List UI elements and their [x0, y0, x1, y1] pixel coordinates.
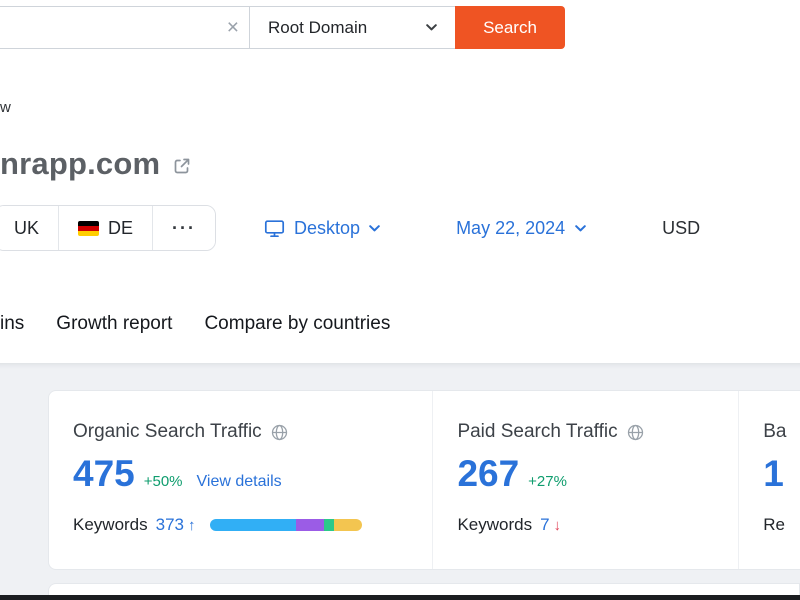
- region-tab-uk-label: UK: [14, 217, 40, 238]
- search-button[interactable]: Search: [455, 6, 565, 49]
- bottom-edge: [0, 595, 800, 600]
- paid-title-row: Paid Search Traffic: [457, 421, 714, 443]
- organic-keywords-row: Keywords 373 ↑: [73, 515, 408, 535]
- trend-up-icon: ↑: [188, 516, 196, 534]
- backlinks-title-fragment: Ba: [763, 421, 787, 442]
- search-input[interactable]: [0, 7, 249, 48]
- search-scope-label: Root Domain: [268, 17, 368, 37]
- device-dropdown[interactable]: Desktop: [264, 218, 380, 239]
- keyword-intent-bar: [209, 519, 362, 531]
- date-dropdown[interactable]: May 22, 2024: [456, 218, 586, 239]
- paid-traffic-value: 267: [457, 453, 520, 494]
- chevron-down-icon: [369, 224, 380, 232]
- paid-search-traffic-panel: Paid Search Traffic 267 +27% Keywords 7 …: [432, 391, 738, 569]
- overview-content: Organic Search Traffic 475 +50% View det…: [0, 363, 800, 600]
- backlinks-footer-row: Re: [763, 515, 800, 535]
- chevron-down-icon: [575, 224, 586, 232]
- paid-title: Paid Search Traffic: [457, 421, 618, 442]
- paid-keywords-label: Keywords: [457, 515, 533, 534]
- region-tab-uk[interactable]: UK: [0, 206, 60, 250]
- filter-row: UK DE ··· Desktop May 22, 2024: [0, 205, 700, 251]
- domain-title: nrapp.com: [0, 146, 161, 181]
- currency-selector[interactable]: USD: [662, 217, 701, 238]
- tab-growth-report[interactable]: Growth report: [56, 313, 173, 334]
- paid-metric-row: 267 +27%: [457, 453, 714, 495]
- organic-traffic-change: +50%: [143, 473, 183, 490]
- more-regions-button[interactable]: ···: [153, 206, 216, 250]
- region-tab-de[interactable]: DE: [59, 206, 154, 250]
- organic-traffic-value: 475: [73, 453, 135, 494]
- region-tabs: UK DE ···: [0, 205, 217, 251]
- traffic-metrics-card: Organic Search Traffic 475 +50% View det…: [48, 390, 800, 570]
- clear-search-icon[interactable]: ×: [227, 7, 239, 48]
- organic-search-traffic-panel: Organic Search Traffic 475 +50% View det…: [49, 391, 432, 569]
- organic-title-row: Organic Search Traffic: [73, 421, 408, 443]
- view-details-link[interactable]: View details: [196, 473, 282, 490]
- domain-heading-row: nrapp.com: [0, 146, 192, 182]
- tab-compare-by-countries[interactable]: Compare by countries: [204, 313, 391, 334]
- globe-info-icon: [271, 424, 288, 441]
- paid-keywords-count-link[interactable]: 7: [540, 515, 550, 534]
- external-link-icon[interactable]: [172, 156, 192, 176]
- region-tab-de-label: DE: [108, 217, 134, 238]
- paid-traffic-change: +27%: [528, 473, 567, 490]
- backlinks-title-row: Ba: [763, 421, 800, 443]
- paid-keywords-row: Keywords 7 ↓: [457, 515, 714, 535]
- backlinks-metric-row: 1: [763, 453, 800, 495]
- germany-flag-icon: [78, 220, 100, 236]
- report-tabs: ins Growth report Compare by countries: [0, 313, 390, 335]
- desktop-monitor-icon: [264, 219, 285, 238]
- organic-title: Organic Search Traffic: [73, 421, 262, 442]
- backlinks-panel-partial: Ba 1 Re: [738, 391, 800, 569]
- trend-down-icon: ↓: [553, 516, 562, 534]
- search-scope-dropdown[interactable]: Root Domain: [250, 6, 455, 49]
- organic-metric-row: 475 +50% View details: [73, 453, 408, 495]
- backlinks-value-fragment: 1: [763, 453, 784, 494]
- ellipsis-icon: ···: [172, 217, 197, 238]
- backlinks-footer-fragment: Re: [763, 515, 785, 534]
- organic-keywords-count-link[interactable]: 373: [155, 515, 185, 534]
- section-title-fragment: w: [0, 99, 11, 116]
- organic-keywords-label: Keywords: [73, 515, 148, 534]
- device-label: Desktop: [294, 217, 361, 238]
- chevron-down-icon: [426, 24, 437, 31]
- domain-search-bar: × Root Domain Search: [0, 6, 565, 49]
- tab-fragment[interactable]: ins: [0, 313, 25, 334]
- date-label: May 22, 2024: [456, 217, 566, 238]
- search-input-wrap: ×: [0, 6, 250, 49]
- globe-info-icon: [627, 424, 644, 441]
